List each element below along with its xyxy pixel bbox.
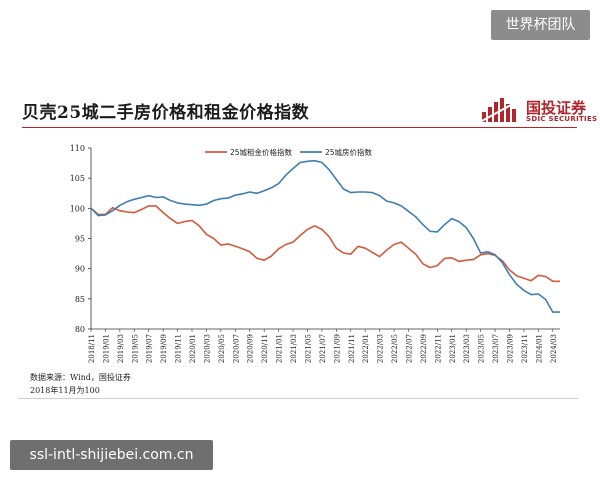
y-tick-label: 110 (70, 144, 85, 153)
slide-title: 贝壳25城二手房价格和租金价格指数 (22, 103, 310, 123)
x-tick-label: 2021/03 (290, 334, 298, 363)
x-tick-label: 2020/01 (189, 334, 197, 363)
x-tick-label: 2019/11 (175, 334, 183, 363)
y-tick-label: 95 (75, 235, 85, 244)
x-tick-label: 2020/05 (218, 334, 226, 363)
watermark-badge-bottom: ssl-intl-shijiebei.com.cn (10, 440, 213, 470)
x-tick-label: 2023/09 (506, 334, 514, 363)
x-tick-label: 2020/09 (247, 334, 255, 363)
bottom-divider (18, 398, 578, 399)
x-tick-label: 2021/07 (319, 334, 327, 363)
x-tick-label: 2023/07 (492, 334, 500, 363)
x-tick-label: 2023/01 (449, 334, 457, 363)
x-tick-label: 2024/01 (535, 334, 543, 363)
title-divider (22, 127, 577, 128)
x-tick-label: 2022/09 (420, 334, 428, 363)
x-tick-label: 2023/03 (463, 334, 471, 363)
x-tick-label: 2022/01 (362, 334, 370, 363)
x-tick-label: 2022/07 (405, 334, 413, 363)
x-tick-label: 2021/05 (304, 334, 312, 363)
sdic-logo-icon (480, 98, 521, 123)
x-tick-label: 2019/09 (160, 334, 168, 363)
x-tick-label: 2019/03 (117, 334, 125, 363)
x-tick-label: 2023/05 (478, 334, 486, 363)
x-tick-label: 2019/07 (146, 334, 154, 363)
x-tick-label: 2022/11 (434, 334, 442, 363)
x-tick-label: 2024/03 (550, 334, 558, 363)
house-price-index-line (90, 159, 560, 313)
footnote-source: 数据来源：Wind，国投证券 (30, 373, 131, 382)
x-tick-label: 2021/01 (276, 334, 284, 363)
x-tick-label: 2021/11 (348, 334, 356, 363)
y-tick-label: 90 (75, 265, 85, 274)
rent-index-line (90, 205, 560, 283)
y-tick-label: 100 (70, 204, 85, 213)
logo-english-text: SDIC SECURITIES (526, 115, 598, 123)
x-tick-label: 2019/01 (102, 334, 110, 363)
footnote-base: 2018年11月为100 (30, 386, 100, 395)
x-tick-label: 2023/11 (521, 334, 529, 363)
x-tick-label: 2020/11 (261, 334, 269, 363)
x-tick-label: 2022/05 (391, 334, 399, 363)
x-tick-label: 2022/03 (377, 334, 385, 363)
logo-chinese-text: 国投证券 (526, 99, 587, 117)
y-tick-label: 105 (70, 174, 85, 183)
x-tick-label: 2018/11 (88, 334, 96, 363)
x-tick-label: 2020/07 (232, 334, 240, 363)
x-tick-label: 2019/05 (131, 334, 139, 363)
y-tick-label: 85 (75, 295, 85, 304)
x-tick-label: 2020/03 (203, 334, 211, 363)
watermark-badge-top: 世界杯团队 (491, 10, 590, 40)
legend-house-label: 25城房价指数 (325, 147, 373, 157)
y-tick-label: 80 (75, 325, 85, 334)
x-tick-label: 2021/09 (333, 334, 341, 363)
legend-rent-label: 25城租金价格指数 (230, 147, 293, 157)
